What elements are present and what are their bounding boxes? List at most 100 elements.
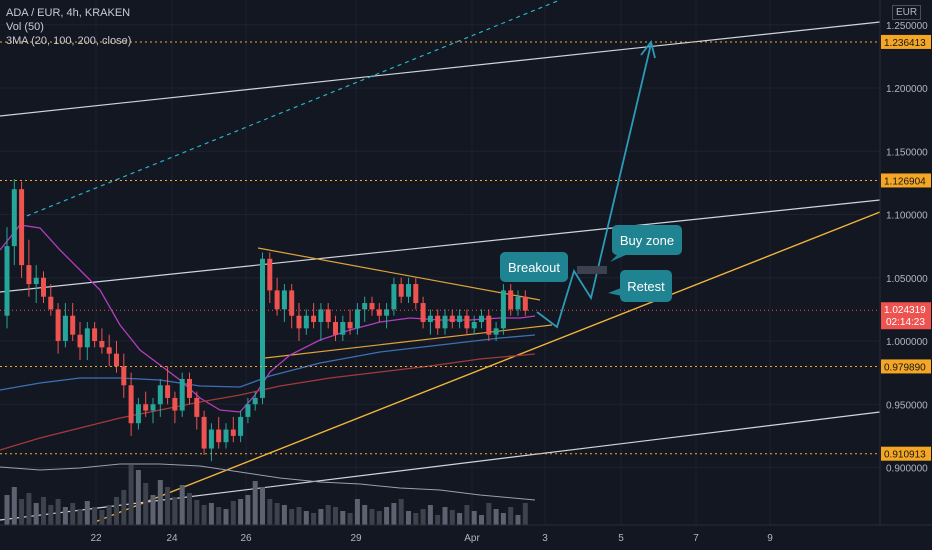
date-tick-label: 26 — [240, 533, 252, 544]
candle-body — [11, 189, 17, 247]
candle-body — [260, 258, 265, 398]
candle-body — [84, 328, 90, 348]
time-axis-background — [0, 525, 932, 550]
volume-bar — [194, 500, 200, 525]
volume-bar — [318, 509, 324, 525]
candle-body — [420, 303, 426, 323]
candle-body — [194, 397, 200, 417]
trendlines — [0, 0, 881, 523]
chart-grid — [0, 0, 880, 525]
triangle-lower-line — [264, 324, 553, 359]
candle-body — [92, 328, 98, 341]
volume-bar — [143, 483, 149, 525]
candle-body — [19, 189, 25, 266]
date-tick-label: Apr — [464, 533, 480, 544]
level-price-label: 0.910913 — [884, 450, 926, 461]
volume-bar — [281, 505, 287, 525]
volume-bar — [435, 515, 441, 525]
date-tick-label: 22 — [90, 533, 102, 544]
candle-body — [362, 303, 368, 310]
candle-body — [179, 378, 185, 411]
price-tick-label: 1.000000 — [886, 337, 928, 348]
candle-body — [106, 347, 112, 354]
candle-body — [223, 429, 229, 443]
candle-body — [486, 315, 492, 335]
volume-bar — [362, 505, 368, 525]
candle-body — [70, 315, 76, 335]
volume-bar — [106, 505, 112, 525]
candle-body — [48, 296, 54, 310]
candle-body — [216, 429, 222, 443]
volume-bar — [289, 509, 295, 525]
volume-bar — [274, 503, 280, 525]
time-axis[interactable]: 22 24 26 29 Apr 3 5 7 9 — [0, 524, 932, 550]
volume-bar — [493, 509, 499, 525]
volume-bar — [325, 505, 331, 525]
candle-body — [508, 290, 514, 310]
candle-body — [347, 322, 353, 329]
volume-bar — [471, 511, 477, 525]
volume-bar — [252, 481, 258, 525]
symbol-line[interactable]: ADA / EUR, 4h, KRAKEN — [6, 7, 131, 19]
candle-body — [26, 265, 32, 285]
candle-body — [442, 315, 448, 329]
volume-bar — [208, 503, 214, 525]
volume-bar — [179, 485, 185, 525]
volume-bar — [230, 501, 236, 525]
level-price-label: 0.979890 — [884, 362, 926, 373]
volume-bar — [48, 505, 54, 525]
retest-callout: Retest — [608, 270, 672, 302]
candle-body — [457, 315, 463, 323]
candle-body — [311, 315, 317, 323]
price-tick-label: 1.100000 — [886, 211, 928, 222]
volume-bar — [515, 515, 521, 525]
candle-body — [427, 315, 433, 323]
candle-body — [449, 315, 455, 323]
price-axis[interactable]: 0.900000 0.950000 1.000000 1.050000 1.100000… — [879, 0, 932, 550]
price-tick-label: 1.050000 — [886, 274, 928, 285]
volume-bar — [135, 470, 141, 525]
candle-body — [165, 385, 171, 398]
date-tick-label: 9 — [767, 533, 773, 544]
ma-indicator-line[interactable]: 3MA (20, 100, 200, close) — [6, 35, 132, 47]
triangle-upper-line — [257, 247, 541, 301]
ma-100-line — [0, 334, 536, 391]
candle-body — [77, 334, 83, 348]
candle-body — [208, 429, 214, 449]
candle-body — [479, 315, 484, 323]
volume-bar — [33, 503, 39, 525]
candle-body — [303, 315, 309, 329]
volume-bar — [216, 507, 222, 525]
volume-bar — [457, 513, 463, 525]
volume-bar — [114, 497, 119, 525]
volume-bar — [128, 465, 134, 525]
candle-body — [413, 284, 419, 304]
volume-bar — [384, 507, 390, 525]
candle-body — [172, 397, 178, 411]
volume-bar — [84, 501, 90, 525]
upper-channel-line — [0, 21, 881, 117]
chart-legend: ADA / EUR, 4h, KRAKEN Vol (50) 3MA (20, … — [6, 6, 131, 48]
volume-bar — [26, 493, 32, 525]
current-price-tag — [881, 302, 931, 330]
price-tags: 1.236413 1.126904 0.979890 0.910913 1.024319… — [881, 34, 931, 461]
volume-bar — [4, 495, 10, 525]
currency-badge[interactable]: EUR — [892, 5, 922, 20]
volume-bar — [187, 493, 192, 525]
volume-bar — [165, 487, 171, 525]
rising-support-line — [94, 211, 881, 523]
volume-indicator-line[interactable]: Vol (50) — [6, 21, 44, 33]
current-price-label: 1.024319 — [884, 305, 926, 316]
candle-body — [99, 341, 105, 348]
candle-body — [500, 290, 506, 329]
candle-body — [201, 416, 207, 449]
volume-bar — [201, 505, 207, 525]
middle-channel-line — [0, 199, 881, 293]
candle-body — [238, 416, 244, 436]
candle-body — [471, 322, 477, 329]
volume-bar — [391, 503, 397, 525]
candle-body — [398, 284, 404, 297]
ma-200-line — [0, 353, 536, 451]
volume-bar — [70, 503, 76, 525]
